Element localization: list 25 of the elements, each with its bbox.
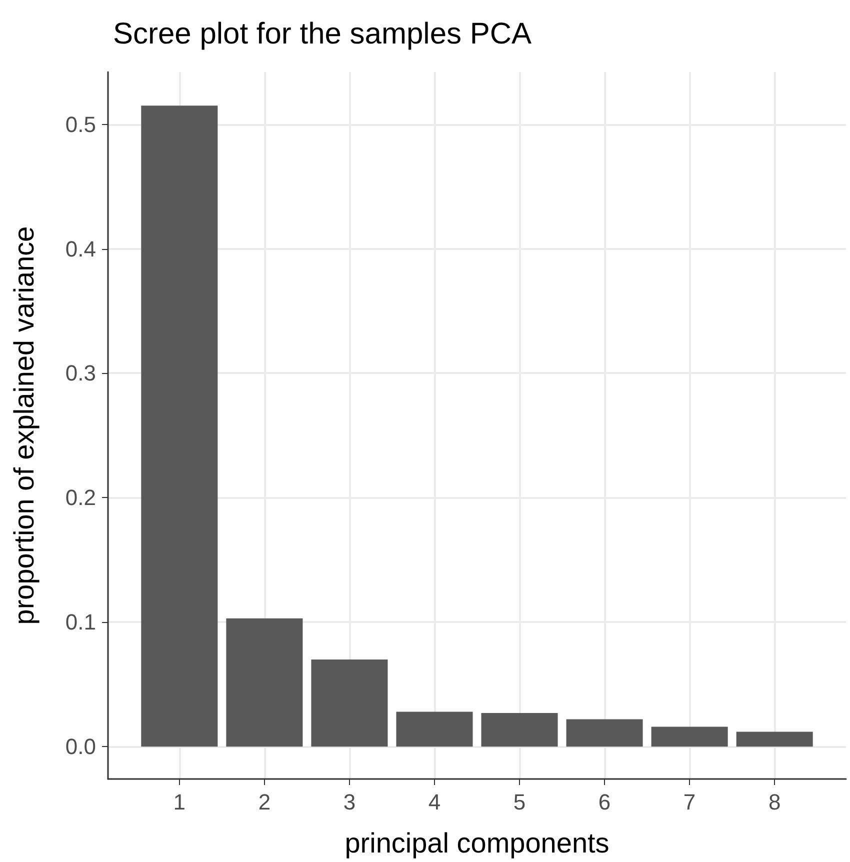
bar	[481, 713, 558, 747]
bar	[396, 712, 473, 747]
x-tick-label: 4	[428, 790, 441, 814]
x-tick-label: 7	[683, 790, 696, 814]
bar	[736, 732, 813, 747]
bar	[226, 618, 303, 747]
y-axis-title: proportion of explained variance	[8, 226, 40, 625]
x-tick-label: 1	[173, 790, 186, 814]
y-tick-label: 0.2	[65, 485, 96, 510]
y-tick-label: 0.5	[65, 112, 96, 137]
x-tick-label: 2	[258, 790, 271, 814]
x-tick-label: 5	[513, 790, 526, 814]
y-tick-label: 0.0	[65, 734, 96, 760]
bar	[141, 106, 218, 747]
bar	[311, 660, 388, 747]
chart-title: Scree plot for the samples PCA	[113, 18, 532, 50]
y-tick-label: 0.3	[65, 360, 96, 386]
y-tick-label: 0.1	[65, 610, 96, 635]
y-tick-label: 0.4	[65, 236, 96, 262]
x-tick-label: 3	[343, 790, 356, 814]
bar	[651, 726, 728, 747]
x-tick-label: 6	[598, 790, 611, 814]
x-tick-label: 8	[768, 790, 781, 814]
bar	[566, 719, 643, 747]
x-axis-title: principal components	[344, 828, 610, 858]
